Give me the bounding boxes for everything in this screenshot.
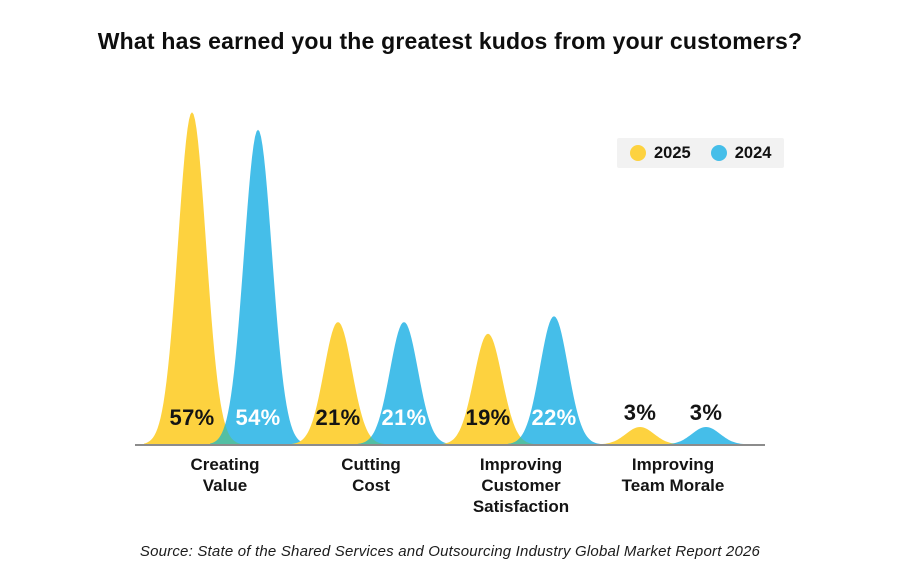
chart-title: What has earned you the greatest kudos f…: [97, 28, 803, 54]
category-label-improving-team-morale: Improving Team Morale: [621, 455, 725, 495]
bell-2025-cutting-cost: [290, 322, 386, 445]
legend-label-2025: 2025: [654, 143, 691, 162]
pct-label-2024-creating-value: 54%: [235, 405, 281, 430]
category-label-cutting-cost: Cutting Cost: [341, 455, 401, 495]
legend-dot-2025-icon: [630, 145, 646, 161]
category-label-improving-customer-satisfaction: Improving Customer Satisfaction: [472, 455, 570, 516]
pct-label-2024-improving-team-morale: 3%: [689, 400, 723, 425]
pct-label-2025-improving-team-morale: 3%: [623, 400, 657, 425]
bell-2025-improving-customer-satisfaction: [440, 333, 536, 445]
bell-2024-creating-value: [210, 129, 306, 445]
pct-label-2025-improving-customer-satisfaction: 19%: [465, 405, 511, 430]
bell-2024-improving-customer-satisfaction: [506, 316, 602, 445]
bell-2024-improving-team-morale: [658, 427, 754, 445]
bell-2025-improving-team-morale: [592, 427, 688, 445]
pct-label-2025-creating-value: 57%: [169, 405, 215, 430]
source-note: Source: State of the Shared Services and…: [139, 543, 761, 560]
pct-label-2024-cutting-cost: 21%: [381, 405, 427, 430]
legend-item-2025: 2025: [630, 144, 691, 163]
legend-dot-2024-icon: [710, 145, 727, 161]
legend-label-2024: 2024: [734, 143, 772, 162]
category-label-creating-value: Creating Value: [190, 455, 260, 495]
bell-2024-cutting-cost: [356, 322, 452, 445]
pct-label-2024-improving-customer-satisfaction: 22%: [531, 405, 577, 430]
bell-2025-creating-value: [144, 112, 240, 445]
pct-label-2025-cutting-cost: 21%: [315, 405, 361, 430]
legend-item-2024: 2024: [710, 143, 772, 163]
legend: 2025 2024: [617, 138, 785, 168]
